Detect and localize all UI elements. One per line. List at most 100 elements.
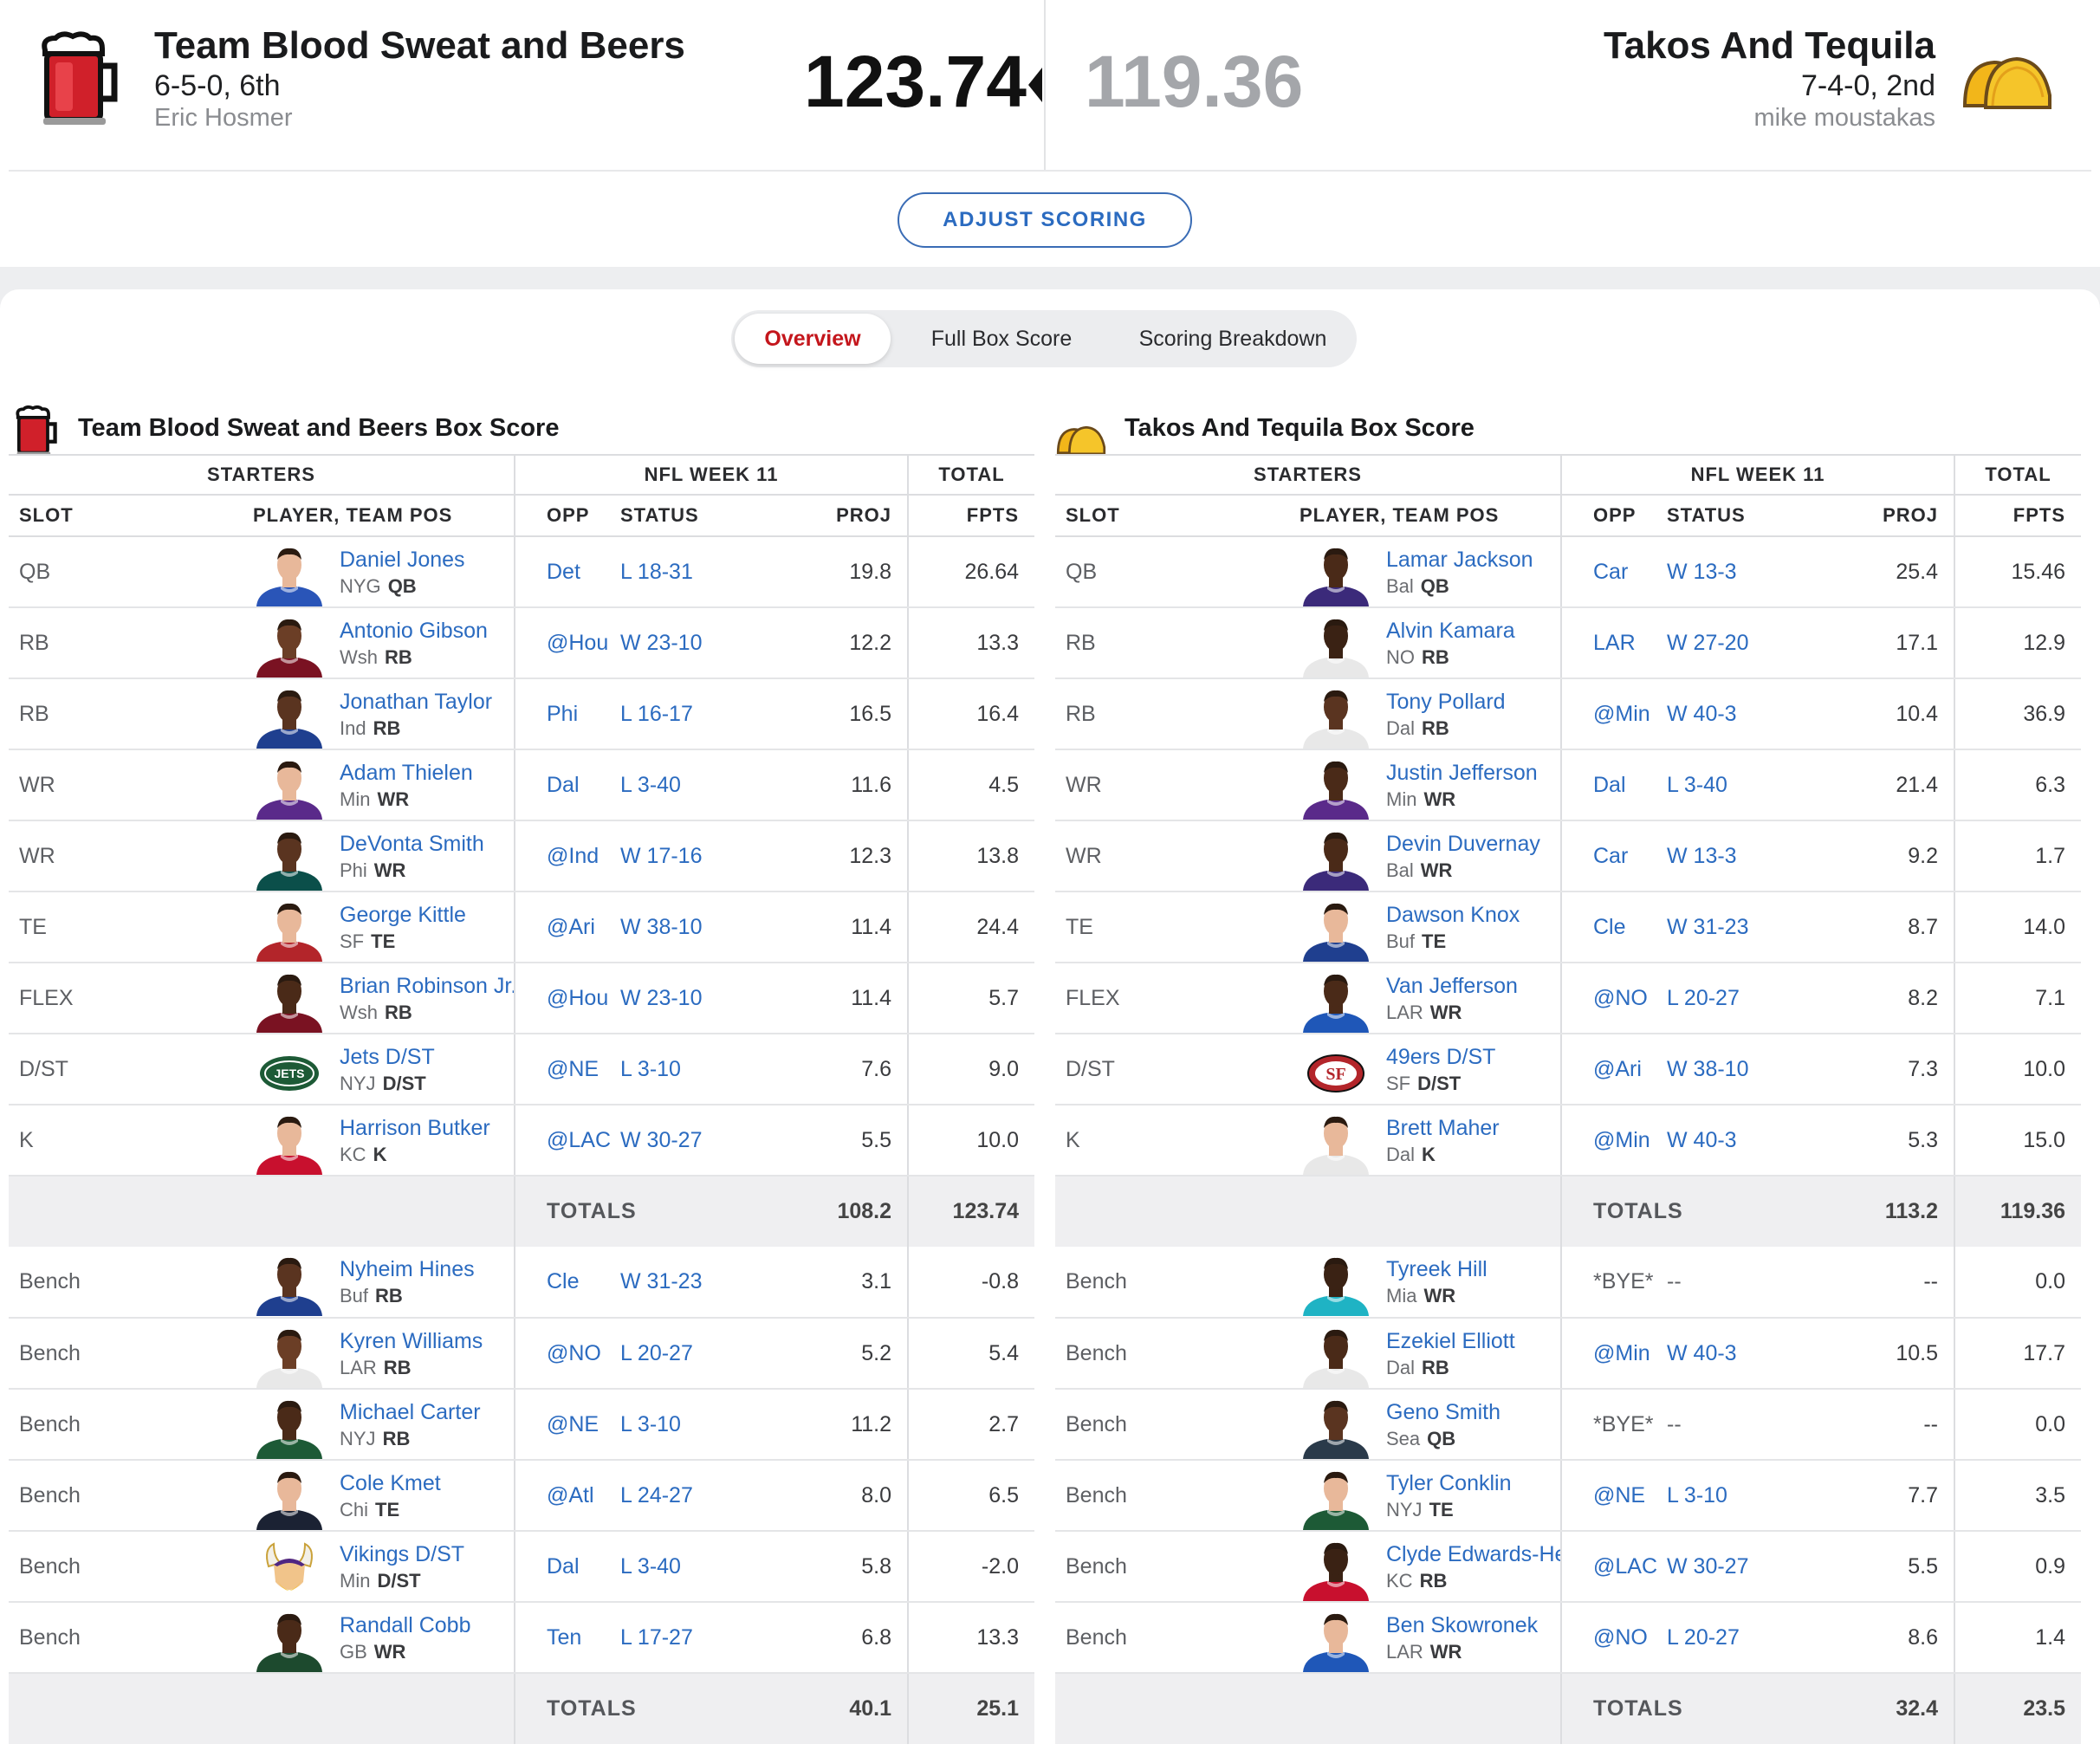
player-name-link[interactable]: Geno Smith <box>1386 1400 1501 1424</box>
player-name-link[interactable]: Brett Maher <box>1386 1116 1500 1140</box>
player-name-link[interactable]: Nyheim Hines <box>340 1257 475 1281</box>
proj-header: PROJ <box>1831 495 1955 537</box>
player-name-link[interactable]: Van Jefferson <box>1386 974 1518 998</box>
opponent-link[interactable]: @NO <box>1593 1624 1648 1650</box>
game-status-link[interactable]: L 3-10 <box>620 1056 681 1081</box>
player-name-link[interactable]: Ben Skowronek <box>1386 1613 1539 1637</box>
game-status-link[interactable]: W 13-3 <box>1667 559 1737 584</box>
player-team: NYJ <box>340 1073 376 1094</box>
opponent-link[interactable]: @Ind <box>547 843 600 868</box>
opponent-link[interactable]: Dal <box>1593 772 1626 797</box>
opponent-link[interactable]: @NE <box>547 1056 600 1081</box>
player-team-pos: NYJ TE <box>1386 1499 1454 1521</box>
game-status-link[interactable]: W 30-27 <box>1667 1553 1749 1579</box>
player-name-link[interactable]: Tony Pollard <box>1386 690 1506 714</box>
opponent-link[interactable]: @Ari <box>1593 1056 1642 1081</box>
opponent-link[interactable]: @LAC <box>547 1127 612 1152</box>
opponent-link[interactable]: Dal <box>547 1553 580 1579</box>
player-name-link[interactable]: Harrison Butker <box>340 1116 490 1140</box>
player-name-link[interactable]: 49ers D/ST <box>1386 1045 1496 1069</box>
player-name-link[interactable]: Clyde Edwards-Helaire <box>1386 1542 1561 1566</box>
game-status-link[interactable]: L 24-27 <box>620 1482 693 1507</box>
projected-points: 7.7 <box>1831 1460 1955 1532</box>
opponent-link[interactable]: Car <box>1593 559 1629 584</box>
opponent-link[interactable]: Ten <box>547 1624 582 1650</box>
player-name-link[interactable]: Daniel Jones <box>340 548 465 572</box>
player-cell: George Kittle SF TE <box>130 891 515 963</box>
game-status-link[interactable]: W 40-3 <box>1667 1127 1737 1152</box>
opponent-link[interactable]: Cle <box>547 1269 580 1293</box>
opponent-link[interactable]: @Ari <box>547 914 595 939</box>
player-name-link[interactable]: Randall Cobb <box>340 1613 471 1637</box>
game-status-link[interactable]: L 3-40 <box>1667 772 1727 797</box>
opponent-link[interactable]: @NO <box>547 1340 601 1365</box>
player-name-link[interactable]: DeVonta Smith <box>340 832 484 856</box>
game-status-link[interactable]: W 13-3 <box>1667 843 1737 868</box>
game-status-link[interactable]: L 3-40 <box>620 772 681 797</box>
opponent-link[interactable]: @NE <box>1593 1482 1646 1507</box>
player-name-link[interactable]: Jonathan Taylor <box>340 690 493 714</box>
game-status-link[interactable]: W 40-3 <box>1667 701 1737 726</box>
player-name-link[interactable]: Cole Kmet <box>340 1471 441 1495</box>
opponent-link[interactable]: @Hou <box>547 630 609 655</box>
opponent-link[interactable]: @Min <box>1593 701 1650 726</box>
tab-scoring-breakdown[interactable]: Scoring Breakdown <box>1138 326 1327 351</box>
game-status-link[interactable]: W 38-10 <box>1667 1056 1749 1081</box>
opponent-link[interactable]: @Min <box>1593 1127 1650 1152</box>
opponent-link[interactable]: @Min <box>1593 1340 1650 1365</box>
player-name-link[interactable]: Lamar Jackson <box>1386 548 1533 572</box>
opponent-link[interactable]: @NO <box>1593 985 1648 1010</box>
game-status-link[interactable]: W 31-23 <box>620 1269 703 1293</box>
game-status-link[interactable]: L 20-27 <box>1667 1624 1740 1650</box>
player-name-link[interactable]: Antonio Gibson <box>340 619 488 643</box>
game-status-link[interactable]: L 20-27 <box>620 1340 693 1365</box>
game-status-link[interactable]: W 17-16 <box>620 843 703 868</box>
player-name-link[interactable]: George Kittle <box>340 903 466 927</box>
game-status-link[interactable]: L 3-10 <box>1667 1482 1727 1507</box>
adjust-scoring-button[interactable]: ADJUST SCORING <box>898 192 1192 248</box>
tab-overview[interactable]: Overview <box>735 314 891 364</box>
player-name-link[interactable]: Devin Duvernay <box>1386 832 1540 856</box>
player-row: TE George Kittle SF TE @Ari W 38-10 11.4 24.4 <box>9 891 1035 963</box>
opponent-link[interactable]: Dal <box>547 772 580 797</box>
opponent-link[interactable]: Phi <box>547 701 579 726</box>
home-team-name[interactable]: Team Blood Sweat and Beers <box>154 24 685 67</box>
opponent-link[interactable]: Car <box>1593 843 1629 868</box>
player-name-link[interactable]: Tyler Conklin <box>1386 1471 1512 1495</box>
game-status-link[interactable]: W 40-3 <box>1667 1340 1737 1365</box>
fantasy-points: 15.0 <box>1954 1105 2082 1177</box>
player-name-link[interactable]: Kyren Williams <box>340 1329 483 1353</box>
player-name-link[interactable]: Tyreek Hill <box>1386 1257 1488 1281</box>
game-status-link[interactable]: L 3-10 <box>620 1411 681 1436</box>
player-name-link[interactable]: Alvin Kamara <box>1386 619 1515 643</box>
game-status-link[interactable]: W 31-23 <box>1667 914 1749 939</box>
game-status-link[interactable]: W 23-10 <box>620 630 703 655</box>
player-name-link[interactable]: Jets D/ST <box>340 1045 435 1069</box>
game-status-link[interactable]: W 30-27 <box>620 1127 703 1152</box>
opponent-link[interactable]: Cle <box>1593 914 1626 939</box>
player-name-link[interactable]: Dawson Knox <box>1386 903 1520 927</box>
game-status-link[interactable]: L 20-27 <box>1667 985 1740 1010</box>
game-status-link[interactable]: L 18-31 <box>620 559 693 584</box>
opponent-link[interactable]: @NE <box>547 1411 600 1436</box>
opponent-link[interactable]: @LAC <box>1593 1553 1658 1579</box>
player-name-link[interactable]: Adam Thielen <box>340 761 473 785</box>
opponent-link[interactable]: @Hou <box>547 985 609 1010</box>
matchup-header: Team Blood Sweat and Beers 6-5-0, 6th Er… <box>0 0 2100 267</box>
player-name-link[interactable]: Michael Carter <box>340 1400 481 1424</box>
opponent-link[interactable]: @Atl <box>547 1482 594 1507</box>
game-status-link[interactable]: W 38-10 <box>620 914 703 939</box>
game-status-link[interactable]: L 16-17 <box>620 701 693 726</box>
player-name-link[interactable]: Vikings D/ST <box>340 1542 465 1566</box>
game-status-link[interactable]: L 17-27 <box>620 1624 693 1650</box>
player-name-link[interactable]: Ezekiel Elliott <box>1386 1329 1515 1353</box>
player-name-link[interactable]: Justin Jefferson <box>1386 761 1538 785</box>
opponent-link[interactable]: Det <box>547 559 580 584</box>
player-name-link[interactable]: Brian Robinson Jr. <box>340 974 515 998</box>
opponent-link[interactable]: LAR <box>1593 630 1636 655</box>
tab-full-box-score[interactable]: Full Box Score <box>930 326 1073 351</box>
game-status-link[interactable]: W 27-20 <box>1667 630 1749 655</box>
away-team-name[interactable]: Takos And Tequila <box>1603 24 1935 67</box>
game-status-link[interactable]: L 3-40 <box>620 1553 681 1579</box>
game-status-link[interactable]: W 23-10 <box>620 985 703 1010</box>
